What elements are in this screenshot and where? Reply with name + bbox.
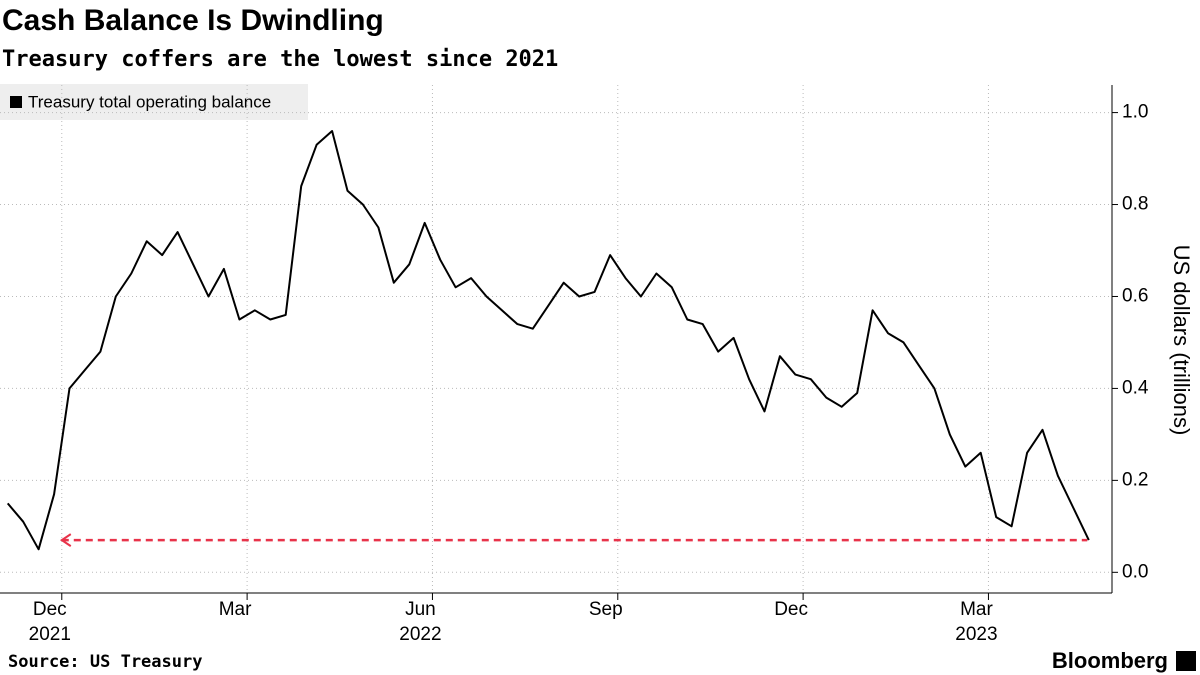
x-year-label: 2021 <box>29 624 71 645</box>
x-tick-label: Sep <box>589 599 623 620</box>
y-tick-label: 0.0 <box>1122 561 1148 582</box>
brand-icon <box>1176 651 1196 671</box>
legend-box <box>0 84 308 120</box>
legend-swatch <box>10 96 22 108</box>
chart-title: Cash Balance Is Dwindling <box>2 4 384 37</box>
x-tick-label: Mar <box>219 599 252 620</box>
reference-arrow <box>59 533 72 547</box>
y-tick-label: 0.2 <box>1122 469 1148 490</box>
x-tick-label: Jun <box>405 599 436 620</box>
x-year-label: 2023 <box>955 624 997 645</box>
legend-label: Treasury total operating balance <box>28 92 271 111</box>
x-year-label: 2022 <box>399 624 441 645</box>
y-axis-label: US dollars (trillions) <box>1169 245 1194 436</box>
x-tick-label: Dec <box>774 599 808 620</box>
x-tick-label: Dec <box>33 599 67 620</box>
chart-subtitle: Treasury coffers are the lowest since 20… <box>2 47 558 72</box>
y-tick-label: 0.6 <box>1122 285 1148 306</box>
source: Source: US Treasury <box>8 652 202 672</box>
line <box>6 130 1090 551</box>
y-tick-label: 0.4 <box>1122 377 1149 398</box>
brand: Bloomberg <box>1052 648 1168 673</box>
y-tick-label: 0.8 <box>1122 194 1148 215</box>
x-tick-label: Mar <box>960 599 993 620</box>
y-tick-label: 1.0 <box>1122 102 1148 123</box>
